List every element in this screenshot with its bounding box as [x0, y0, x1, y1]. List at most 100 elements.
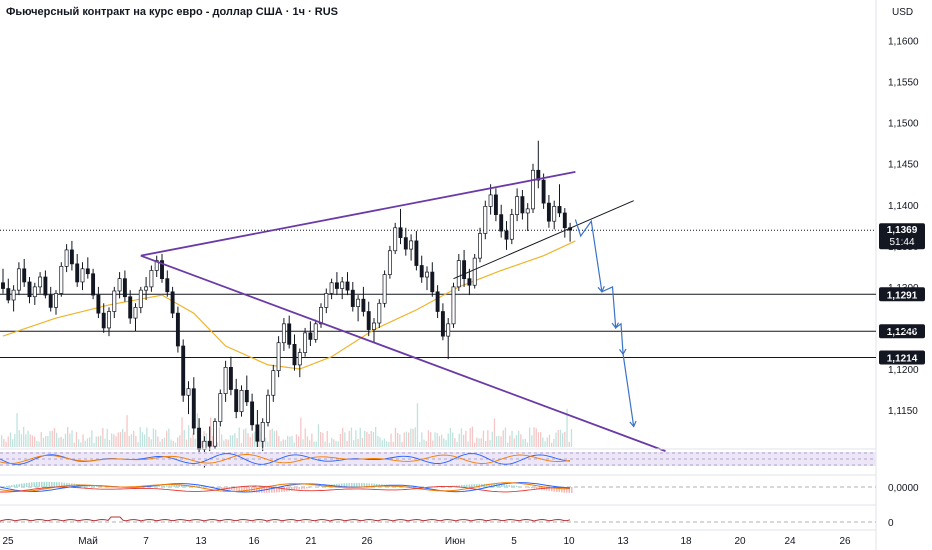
macd-bar — [268, 487, 270, 493]
macd-bar — [461, 484, 463, 487]
volume-bar — [405, 431, 408, 447]
volume-bar — [423, 439, 425, 447]
volume-bar — [322, 432, 324, 447]
macd-bar — [66, 482, 68, 487]
macd-bar — [278, 487, 280, 493]
volume-bar — [227, 439, 229, 447]
macd-bar — [303, 487, 305, 489]
volume-bar — [520, 434, 522, 447]
candle-body — [11, 289, 16, 301]
macd-bar — [53, 482, 55, 487]
macd-bar — [23, 483, 25, 487]
time-tick-label: 20 — [734, 536, 746, 547]
price-tick-label: 1,1500 — [888, 119, 919, 130]
macd-bar — [528, 487, 530, 488]
price-axis[interactable]: 1,1291 1,1246 1,1214 1,1600 1,1550 1,1500 1,14… — [879, 37, 925, 418]
volume-bar — [485, 440, 487, 447]
candle-body — [356, 298, 361, 307]
volume-bar — [403, 432, 405, 447]
candle — [430, 262, 435, 297]
macd-bar — [176, 485, 178, 487]
volume-bar — [159, 441, 161, 447]
volume-bar — [421, 432, 423, 447]
candle-body — [366, 311, 371, 330]
volume-bar — [258, 438, 260, 447]
volume-bar — [339, 433, 342, 447]
candle-body — [59, 265, 64, 294]
macd-bar — [318, 486, 320, 487]
candle — [27, 277, 32, 304]
candle — [345, 272, 350, 296]
candle-body — [292, 344, 297, 366]
trendline-upper[interactable] — [140, 171, 576, 257]
volume-bar — [537, 432, 540, 447]
candle — [409, 234, 414, 261]
volume-bar — [381, 440, 383, 447]
candle-body — [377, 302, 382, 324]
candle — [472, 254, 477, 289]
macd-bar — [56, 482, 58, 487]
macd-bar — [61, 482, 63, 487]
macd-bar — [306, 487, 308, 489]
candle-body — [329, 282, 334, 294]
volume-bar — [157, 436, 159, 447]
volume-bar — [526, 442, 529, 447]
volume-bar — [551, 442, 553, 447]
macd-bar — [273, 487, 275, 493]
volume-bar — [225, 439, 227, 447]
candle-body — [546, 202, 551, 222]
volume-bar — [489, 440, 491, 447]
volume-bar — [553, 439, 555, 447]
volume-bar — [515, 435, 518, 447]
volume-bar — [447, 433, 449, 447]
candle — [393, 222, 398, 255]
candle-body — [207, 440, 212, 447]
trendline-lower[interactable] — [140, 254, 666, 452]
candle — [281, 318, 286, 351]
trendlines[interactable] — [140, 171, 666, 452]
volume-bar — [287, 435, 289, 447]
candle — [191, 377, 196, 435]
candle-body — [345, 281, 350, 291]
candle-body — [101, 312, 106, 329]
volume-bar — [320, 431, 322, 447]
volume-bar — [289, 436, 291, 447]
candle-body — [117, 278, 122, 292]
time-tick-label: 25 — [2, 536, 14, 547]
candle-body — [165, 278, 170, 293]
macd-bar — [158, 485, 160, 487]
macd-bar — [201, 486, 203, 487]
level-tag-label: 1,1214 — [887, 353, 918, 364]
volume-bar — [205, 433, 207, 447]
candle-body — [303, 332, 308, 353]
trendline-channel[interactable] — [453, 200, 634, 280]
candle — [32, 282, 37, 305]
volume-bar — [97, 436, 100, 447]
volume-bar — [436, 433, 438, 447]
candle-body — [128, 296, 133, 319]
volume-bar — [216, 442, 218, 447]
macd-bar — [536, 487, 538, 490]
volume-bar — [454, 438, 456, 447]
candle-body — [234, 389, 239, 413]
candle-body — [308, 332, 313, 340]
candle-body — [562, 212, 567, 229]
price-tick-label: 1,1200 — [888, 365, 919, 376]
volume-bar — [425, 441, 427, 447]
volume-bar — [128, 435, 130, 447]
volume-bar — [416, 403, 419, 447]
macd-bar — [93, 485, 95, 487]
time-tick-label: 10 — [563, 536, 575, 547]
volume-bar — [311, 433, 313, 447]
volume-bar — [150, 439, 152, 447]
candle — [69, 240, 74, 271]
macd-bar — [343, 483, 345, 487]
volume-bar — [91, 430, 93, 447]
time-tick-label: 13 — [195, 536, 207, 547]
candle — [361, 286, 366, 317]
macd-bar — [8, 485, 10, 487]
macd-bar — [183, 485, 185, 487]
volume-bar — [7, 436, 9, 447]
time-axis[interactable]: 25 Май 7 13 16 21 26 Июн 5 10 13 18 20 24 26 — [2, 536, 851, 547]
